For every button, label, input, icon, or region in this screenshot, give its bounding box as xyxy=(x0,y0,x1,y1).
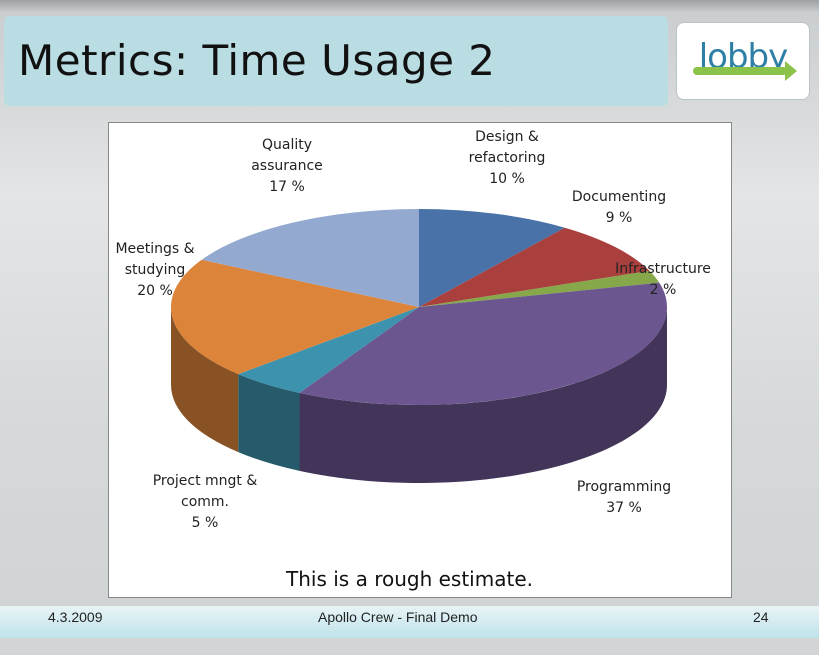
pie-label-0: Design & refactoring 10 % xyxy=(469,129,546,187)
pie-slice-2 xyxy=(419,270,660,307)
pie-slice-6 xyxy=(201,209,419,307)
pie-label-4: Project mngt & comm. 5 % xyxy=(153,473,258,531)
footer-date: 4.3.2009 xyxy=(48,609,103,625)
logo-arrow-icon xyxy=(693,61,797,81)
footer-band xyxy=(0,606,819,638)
top-decoration xyxy=(0,0,819,12)
pie-label-5: Meetings & studying 20 % xyxy=(115,241,194,299)
pie-side-5 xyxy=(171,307,239,453)
pie-slice-3 xyxy=(299,282,667,405)
pie-side-4 xyxy=(238,374,300,471)
pie-chart: Design & refactoring 10 % Documenting 9 % Inf… xyxy=(115,129,711,531)
pie-slice-4 xyxy=(238,307,419,393)
pie-side-3 xyxy=(299,307,667,483)
pie-slice-5 xyxy=(171,259,419,375)
pie-label-6: Quality assurance 17 % xyxy=(251,137,323,195)
slide-title: Metrics: Time Usage 2 xyxy=(18,36,496,85)
footer-strip xyxy=(0,638,819,655)
footer-title: Apollo Crew - Final Demo xyxy=(318,609,478,625)
chart-frame: Design & refactoring 10 % Documenting 9 % Inf… xyxy=(108,122,732,598)
pie-slice-0 xyxy=(419,209,565,307)
pie-label-1: Documenting 9 % xyxy=(572,189,666,226)
pie-slice-1 xyxy=(419,227,650,307)
title-bar xyxy=(4,16,668,106)
pie-label-2: Infrastructure 2 % xyxy=(615,261,711,298)
page-number: 24 xyxy=(753,609,769,625)
chart-caption: This is a rough estimate. xyxy=(286,567,533,591)
lobby-logo: lobby xyxy=(676,22,810,100)
pie-label-3: Programming 37 % xyxy=(577,479,671,516)
